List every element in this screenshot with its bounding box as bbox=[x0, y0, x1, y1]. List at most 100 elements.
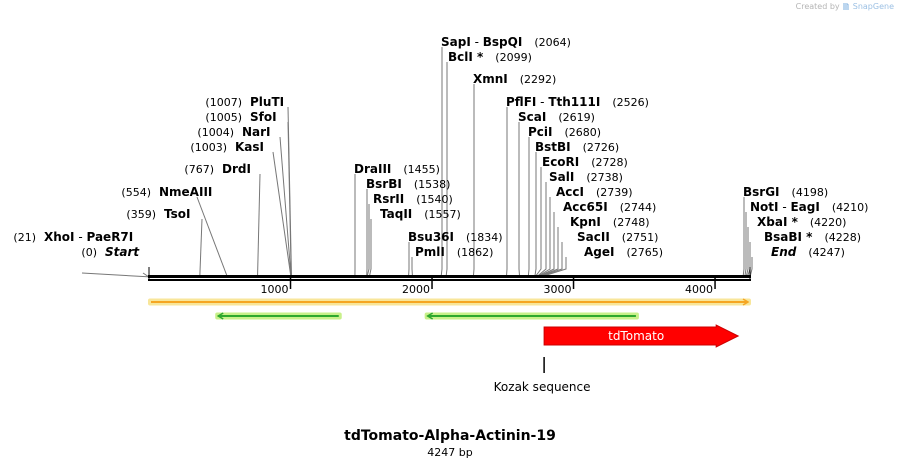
cut-position: (2728) bbox=[591, 156, 628, 169]
restriction-site-right-14[interactable]: DraIII (1455) bbox=[354, 162, 440, 278]
restriction-site-right-19[interactable]: PmlI (1862) bbox=[411, 245, 494, 278]
enzyme-name-part: KasI bbox=[235, 140, 264, 154]
site-leader-line bbox=[534, 167, 542, 278]
enzyme-name-part: BsaBI * bbox=[764, 230, 813, 244]
enzyme-name-part: Start bbox=[105, 245, 140, 259]
feature-tdtomato[interactable]: tdTomato bbox=[543, 324, 740, 348]
restriction-site-left-5[interactable]: KasI (1003) bbox=[190, 140, 292, 278]
restriction-site-right-17[interactable]: TaqII (1557) bbox=[368, 207, 461, 278]
site-leader-line bbox=[257, 173, 261, 278]
axis-tick-label: 3000 bbox=[544, 283, 572, 296]
restriction-site-right-2[interactable]: XmnI (2292) bbox=[472, 72, 557, 278]
cut-position: (1862) bbox=[457, 246, 494, 259]
cut-position: (4198) bbox=[792, 186, 829, 199]
enzyme-name-part: XmnI bbox=[473, 72, 508, 86]
restriction-site-right-4[interactable]: ScaI (2619) bbox=[518, 110, 595, 278]
axis-tick-label: 4000 bbox=[685, 283, 713, 296]
orf-bar-0[interactable] bbox=[148, 298, 751, 306]
enzyme-name-part: XbaI * bbox=[757, 215, 799, 229]
enzyme-name-part: NmeAIII bbox=[159, 185, 212, 199]
enzyme-name-part: PaeR7I bbox=[86, 230, 133, 244]
site-leader-line bbox=[445, 62, 448, 278]
enzyme-name-part: - bbox=[536, 95, 548, 109]
restriction-site-right-6[interactable]: BstBI (2726) bbox=[534, 140, 620, 278]
site-leader-line bbox=[537, 212, 555, 278]
enzyme-name: AccI bbox=[556, 185, 584, 199]
dna-backbone-top bbox=[148, 275, 751, 278]
restriction-site-right-1[interactable]: BclI * (2099) bbox=[445, 50, 532, 278]
site-leader-line bbox=[287, 106, 293, 278]
site-leader-line bbox=[749, 257, 753, 278]
enzyme-name-part: BstBI bbox=[535, 140, 571, 154]
restriction-site-right-10[interactable]: Acc65I (2744) bbox=[537, 200, 656, 278]
enzyme-name: NarI bbox=[242, 125, 271, 139]
enzyme-name: BsaBI * bbox=[764, 230, 813, 244]
site-leader-line bbox=[536, 197, 551, 278]
site-leader-line bbox=[279, 136, 292, 278]
restriction-site-right-24[interactable]: End (4247) bbox=[749, 245, 845, 278]
snapgene-logo-icon bbox=[842, 2, 850, 11]
restriction-site-left-3[interactable]: NmeAIII (554) bbox=[121, 185, 228, 278]
cut-position: (4220) bbox=[810, 216, 847, 229]
credit-brand: SnapGene bbox=[852, 2, 894, 11]
enzyme-name-part: - bbox=[75, 230, 87, 244]
enzyme-name-part: DrdI bbox=[222, 162, 251, 176]
cut-position: (2726) bbox=[583, 141, 620, 154]
enzyme-name: Acc65I bbox=[563, 200, 608, 214]
restriction-site-right-3[interactable]: PflFI - Tth111I (2526) bbox=[505, 95, 649, 278]
cut-position: (2680) bbox=[565, 126, 602, 139]
restriction-site-left-2[interactable]: TsoI (359) bbox=[126, 207, 203, 278]
site-leader-line bbox=[540, 257, 567, 278]
cut-position: (2748) bbox=[613, 216, 650, 229]
restriction-site-right-20[interactable]: BsrGI (4198) bbox=[742, 185, 829, 278]
restriction-site-left-8[interactable]: PluTI (1007) bbox=[205, 95, 293, 278]
enzyme-name-part: KpnI bbox=[570, 215, 601, 229]
restriction-site-right-12[interactable]: SacII (2751) bbox=[538, 230, 658, 278]
orf-bar-1[interactable] bbox=[215, 312, 342, 320]
enzyme-name: EcoRI bbox=[542, 155, 579, 169]
restriction-site-right-0[interactable]: SapI - BspQI (2064) bbox=[440, 35, 571, 278]
enzyme-name-part: XhoI bbox=[44, 230, 75, 244]
restriction-site-right-11[interactable]: KpnI (2748) bbox=[537, 215, 650, 278]
cut-position: (2064) bbox=[534, 36, 571, 49]
cut-position: (2292) bbox=[520, 73, 557, 86]
restriction-site-right-13[interactable]: AgeI (2765) bbox=[540, 245, 663, 278]
cut-position: (4228) bbox=[824, 231, 861, 244]
enzyme-name: BclI * bbox=[448, 50, 484, 64]
restriction-site-right-21[interactable]: NotI - EagI (4210) bbox=[744, 200, 869, 278]
sequence-length: 4247 bp bbox=[427, 446, 473, 459]
restriction-site-right-8[interactable]: SalI (2738) bbox=[536, 170, 623, 278]
enzyme-name-part: Tth111I bbox=[548, 95, 600, 109]
restriction-site-left-4[interactable]: DrdI (767) bbox=[184, 162, 261, 278]
cut-position: (1003) bbox=[190, 141, 227, 154]
kozak-sequence-marker[interactable]: Kozak sequence bbox=[494, 357, 591, 394]
plasmid-map: XhoI - PaeR7I (21) Start (0) TsoI (359)NmeAII… bbox=[13, 35, 869, 394]
restriction-site-right-16[interactable]: RsrII (1540) bbox=[366, 192, 453, 278]
cut-position: (1540) bbox=[416, 193, 453, 206]
restriction-site-right-15[interactable]: BsrBI (1538) bbox=[366, 177, 450, 278]
restriction-site-right-7[interactable]: EcoRI (2728) bbox=[534, 155, 628, 278]
site-leader-line bbox=[472, 84, 475, 278]
cut-position: (767) bbox=[184, 163, 214, 176]
map-title: tdTomato-Alpha-Actinin-19 bbox=[344, 428, 556, 444]
restriction-site-left-1[interactable]: Start (0) bbox=[81, 245, 150, 278]
restriction-site-right-22[interactable]: XbaI * (4220) bbox=[745, 215, 847, 278]
site-leader-line bbox=[199, 218, 203, 278]
restriction-site-right-9[interactable]: AccI (2739) bbox=[536, 185, 633, 278]
site-leader-line bbox=[534, 152, 537, 278]
site-leader-line bbox=[272, 151, 292, 278]
site-leader-line bbox=[742, 197, 745, 278]
enzyme-name-part: - bbox=[471, 35, 483, 49]
cut-position: (21) bbox=[13, 231, 36, 244]
enzyme-name-part: Bsu36I bbox=[408, 230, 454, 244]
orf-bar-2[interactable] bbox=[424, 312, 639, 320]
enzyme-name: DraIII bbox=[354, 162, 391, 176]
site-leader-line bbox=[81, 272, 153, 278]
cut-position: (554) bbox=[121, 186, 151, 199]
restriction-site-left-6[interactable]: NarI (1004) bbox=[197, 125, 292, 278]
restriction-site-right-18[interactable]: Bsu36I (1834) bbox=[408, 230, 503, 278]
restriction-site-left-0[interactable]: XhoI - PaeR7I (21) bbox=[13, 230, 153, 278]
enzyme-name-part: SacII bbox=[577, 230, 610, 244]
site-leader-line bbox=[440, 47, 443, 278]
restriction-site-right-5[interactable]: PciI (2680) bbox=[527, 125, 602, 278]
